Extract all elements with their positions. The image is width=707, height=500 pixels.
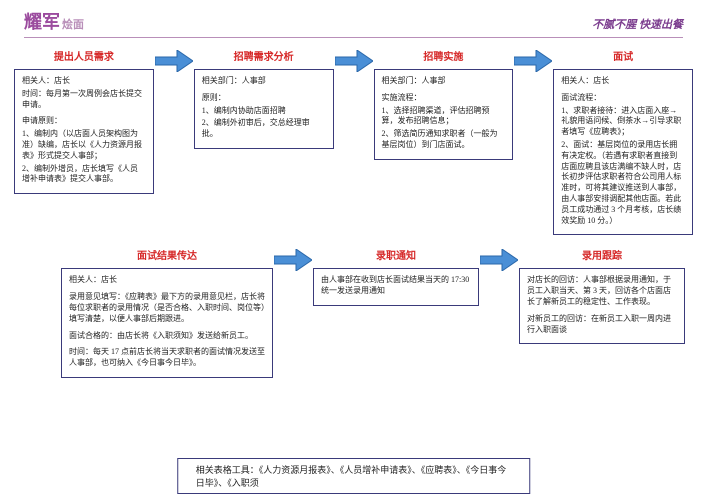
slogan: 不腻不腥 快速出餐 (592, 16, 683, 32)
box-line: 由人事部在收到店长面试结果当天的 17:30 统一发送录用通知 (321, 275, 471, 297)
stage-box: 相关人：店长面试流程： 1、求职者接待：进入店面入座→礼貌用语问候、倒茶水→引导求… (553, 69, 693, 235)
box-line: 1、编制内协助店面招聘 (202, 106, 326, 117)
box-line: 面试流程： (561, 93, 685, 104)
arrow-right-icon (273, 247, 313, 271)
stage-box: 对店长的回访：人事部根据录用通知，于员工入职当天、第 3 天，回访各个店面店长了… (519, 268, 685, 344)
box-line: 2、面试：基层岗位的录用店长拥有决定权。（若遇有求职者直接到店面应聘且该店满编不… (561, 140, 685, 226)
stage-title: 提出人员需求 (54, 48, 114, 63)
stage-title: 录用跟踪 (582, 247, 622, 262)
box-line: 2、编制外初审后，交总经理审批。 (202, 118, 326, 140)
box-line: 1、选择招聘渠道，评估招聘预算，发布招聘信息； (382, 106, 506, 128)
stage-title: 录职通知 (376, 247, 416, 262)
stage-title: 面试 (613, 48, 633, 63)
arrow-right-icon (513, 48, 553, 72)
box-line: 相关部门：人事部 (382, 76, 506, 87)
box-line: 录用意见填写：《应聘表》最下方的录用意见栏，店长将每位求职者的录用情况（是否合格… (69, 292, 265, 324)
brand-sub: 烩面 (62, 19, 84, 31)
arrow-right-icon (154, 48, 194, 72)
box-line: 2、编制外增员，店长填写《人员增补申请表》提交人事部。 (22, 164, 146, 186)
box-line: 相关人：店长 (561, 76, 685, 87)
brand-main: 耀军 (24, 12, 60, 32)
box-line: 面试合格的：由店长将《入职须知》发送给新员工。 (69, 331, 265, 342)
stage-box: 相关人：店长录用意见填写：《应聘表》最下方的录用意见栏，店长将每位求职者的录用情… (61, 268, 273, 378)
box-line: 申请原则： (22, 116, 146, 127)
stage-box: 相关部门：人事部原则： 1、编制内协助店面招聘2、编制外初审后，交总经理审批。 (194, 69, 334, 149)
stage-title: 招聘实施 (423, 48, 463, 63)
stage-box: 相关部门：人事部实施流程： 1、选择招聘渠道，评估招聘预算，发布招聘信息；2、筛选… (374, 69, 514, 160)
flow-row-2: 面试结果传达相关人：店长录用意见填写：《应聘表》最下方的录用意见栏，店长将每位求… (0, 247, 707, 378)
stage-box: 由人事部在收到店长面试结果当天的 17:30 统一发送录用通知 (313, 268, 479, 306)
box-line: 时间：每天 17 点前店长将当天求职者的面试情况发送至人事部，也可纳入《今日事今… (69, 347, 265, 369)
footer-tools: 相关表格工具：《人力资源月报表》、《人员增补申请表》、《应聘表》、《今日事今日毕… (177, 458, 531, 494)
box-line: 相关人：店长 (22, 76, 146, 87)
stage-title: 面试结果传达 (137, 247, 197, 262)
header-rule (24, 37, 683, 38)
box-line: 1、求职者接待：进入店面入座→礼貌用语问候、倒茶水→引导求职者填写《应聘表》； (561, 106, 685, 138)
box-line: 相关部门：人事部 (202, 76, 326, 87)
box-line: 原则： (202, 93, 326, 104)
arrow-right-icon (334, 48, 374, 72)
box-line: 时间：每月第一次周例会店长提交申请。 (22, 89, 146, 111)
box-line: 对新员工的回访：在新员工入职一周内进行入职面谈 (527, 314, 677, 336)
box-line: 对店长的回访：人事部根据录用通知，于员工入职当天、第 3 天，回访各个店面店长了… (527, 275, 677, 307)
stage-title: 招聘需求分析 (234, 48, 294, 63)
box-line: 1、编制内（以店面人员架构图为准）缺编，店长以《人力资源月报表》形式提交人事部； (22, 129, 146, 161)
flow-row-1: 提出人员需求相关人：店长时间：每月第一次周例会店长提交申请。申请原则： 1、编制内… (0, 48, 707, 235)
arrow-right-icon (479, 247, 519, 271)
stage-box: 相关人：店长时间：每月第一次周例会店长提交申请。申请原则： 1、编制内（以店面人员… (14, 69, 154, 194)
box-line: 相关人：店长 (69, 275, 265, 286)
box-line: 实施流程： (382, 93, 506, 104)
box-line: 2、筛选简历通知求职者（一般为基层岗位）到门店面试。 (382, 129, 506, 151)
